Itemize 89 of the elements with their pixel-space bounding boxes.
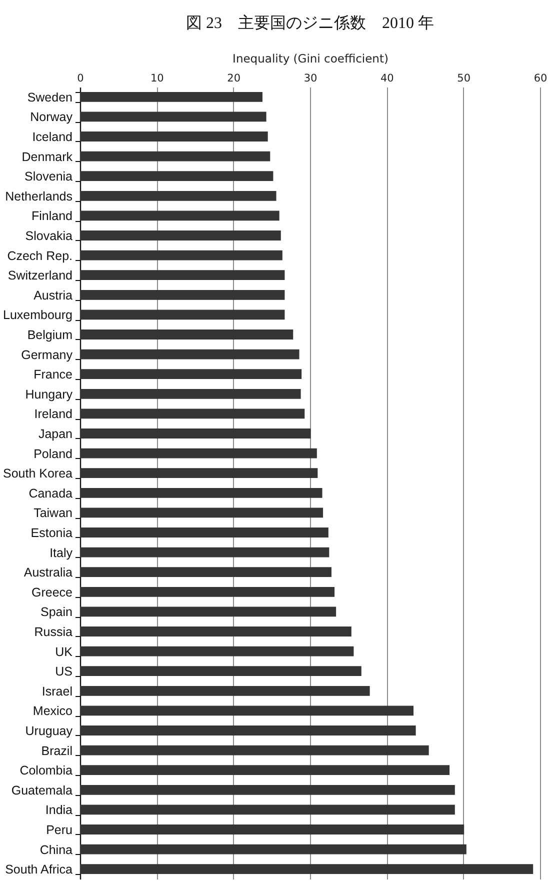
- y-tick-label: Israel: [42, 684, 72, 698]
- bar: [80, 864, 534, 874]
- bar: [80, 190, 276, 201]
- bar: [80, 606, 336, 617]
- y-tick-label: Norway: [30, 110, 74, 124]
- bar: [80, 804, 455, 815]
- x-tick-label: 40: [380, 72, 394, 84]
- y-tick-label: Taiwan: [34, 506, 73, 520]
- y-tick-label: France: [34, 368, 73, 382]
- y-tick-label: Slovenia: [24, 170, 73, 184]
- y-tick-label: Italy: [50, 546, 74, 560]
- y-tick-label: South Africa: [5, 862, 73, 877]
- y-tick-label: India: [45, 803, 73, 818]
- bar: [80, 310, 285, 320]
- bar: [80, 92, 262, 102]
- y-tick-label: Slovakia: [25, 229, 73, 243]
- y-tick-label: UK: [55, 644, 74, 659]
- x-tick-label: 20: [227, 72, 241, 84]
- bar: [80, 230, 281, 240]
- y-tick-label: Czech Rep.: [7, 248, 72, 263]
- x-tick-label: 10: [150, 72, 164, 84]
- bar: [80, 151, 270, 162]
- bar: [80, 626, 352, 636]
- y-tick-label: Belgium: [27, 328, 72, 342]
- y-tick-label: Japan: [38, 427, 73, 441]
- y-tick-label: Finland: [32, 209, 73, 224]
- y-tick-label: Canada: [28, 486, 73, 500]
- x-tick-label: 30: [304, 72, 318, 84]
- y-tick-label: Austria: [34, 288, 73, 302]
- bar: [80, 784, 455, 795]
- y-tick-label: US: [55, 664, 72, 679]
- bar: [80, 369, 302, 380]
- bar: [80, 488, 322, 498]
- y-tick-label: Switzerland: [8, 268, 73, 283]
- y-tick-label: Guatemala: [11, 783, 73, 798]
- bar: [80, 824, 464, 834]
- y-tick-label: Uruguay: [25, 724, 74, 738]
- y-tick-label: Hungary: [25, 387, 74, 402]
- bar: [80, 567, 332, 578]
- y-tick-label: Estonia: [30, 526, 73, 540]
- bar: [80, 349, 300, 360]
- y-tick-label: Mexico: [32, 704, 73, 718]
- x-tick-label: 60: [534, 72, 548, 84]
- bar: [80, 210, 280, 221]
- y-tick-label: Greece: [32, 585, 73, 600]
- y-tick-label: Peru: [46, 823, 73, 837]
- y-tick-label: Germany: [21, 348, 74, 362]
- x-tick-label: 0: [77, 72, 84, 84]
- y-tick-label: South Korea: [3, 466, 73, 481]
- bar: [80, 330, 294, 340]
- y-tick-label: Ireland: [34, 407, 73, 422]
- bar: [80, 765, 450, 776]
- bar: [80, 408, 305, 419]
- bar: [80, 586, 335, 597]
- y-tick-label: Brazil: [41, 744, 72, 758]
- bar: [80, 250, 282, 260]
- bar: [80, 646, 354, 656]
- bar: [80, 468, 318, 478]
- bar: [80, 547, 330, 558]
- bar: [80, 132, 268, 142]
- y-tick-label: Sweden: [27, 90, 73, 104]
- bar: [80, 666, 362, 676]
- bar: [80, 706, 414, 716]
- y-tick-label: Australia: [24, 566, 73, 580]
- bar: [80, 448, 317, 458]
- bar: [80, 726, 416, 736]
- y-tick-label: Netherlands: [5, 189, 72, 204]
- y-tick-label: Colombia: [20, 764, 73, 778]
- bar: [80, 686, 370, 696]
- y-tick-label: Spain: [40, 605, 73, 620]
- x-axis-title: Inequality (Gini coefficient): [232, 52, 388, 66]
- x-tick-label: 50: [457, 72, 471, 84]
- bar: [80, 844, 466, 854]
- bar: [80, 112, 266, 122]
- y-tick-label: Poland: [34, 446, 73, 461]
- chart-title: 図 23 主要国のジニ係数 2010 年: [186, 14, 434, 32]
- y-tick-label: Russia: [34, 625, 73, 639]
- y-tick-label: China: [40, 842, 73, 857]
- y-tick-label: Denmark: [22, 150, 74, 164]
- bar: [80, 290, 285, 300]
- bar: [80, 270, 285, 280]
- bar: [80, 528, 328, 538]
- bar: [80, 428, 311, 438]
- bar: [80, 745, 429, 756]
- bar: [80, 508, 324, 518]
- y-tick-label: Luxembourg: [3, 308, 73, 322]
- y-tick-label: Iceland: [32, 130, 73, 144]
- bar: [80, 388, 301, 399]
- bar: [80, 171, 274, 182]
